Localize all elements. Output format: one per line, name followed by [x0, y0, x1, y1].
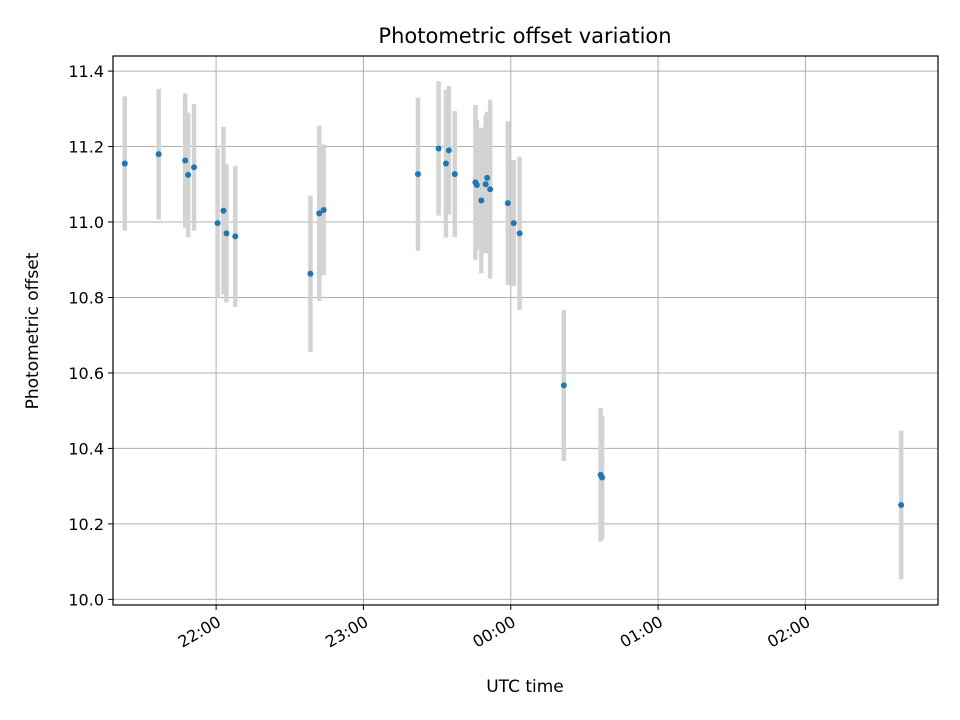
data-point: [435, 145, 442, 152]
data-point: [223, 230, 230, 237]
data-point: [482, 181, 489, 188]
data-point: [473, 182, 480, 189]
x-tick-label: 01:00: [617, 612, 666, 652]
x-tick-label: 23:00: [322, 612, 371, 652]
y-tick-label: 10.2: [68, 515, 104, 534]
data-point: [898, 502, 905, 509]
data-point: [484, 174, 491, 181]
data-point: [220, 207, 227, 214]
grid: [113, 56, 938, 605]
data-point: [185, 171, 192, 178]
data-point: [214, 220, 221, 227]
data-point: [516, 230, 523, 237]
data-point: [155, 151, 162, 158]
y-tick-label: 11.0: [68, 213, 104, 232]
x-axis-ticks: 22:00 23:00 00:00 01:00 02:00: [175, 605, 813, 652]
data-point: [599, 474, 606, 481]
plot-area-frame: [112, 55, 939, 606]
data-point: [320, 206, 327, 213]
x-tick-label: 22:00: [175, 612, 224, 652]
y-axis-ticks: 10.0 10.2 10.4 10.6 10.8 11.0 11.2 11.4: [68, 62, 113, 609]
y-tick-label: 10.6: [68, 364, 104, 383]
y-tick-label: 10.4: [68, 439, 104, 458]
data-point: [478, 197, 485, 204]
y-tick-label: 10.0: [68, 590, 104, 609]
y-tick-label: 11.4: [68, 62, 104, 81]
data-point: [307, 270, 314, 277]
x-tick-label: 02:00: [764, 612, 813, 652]
y-tick-label: 11.2: [68, 138, 104, 157]
x-axis-label: UTC time: [486, 677, 564, 697]
data-point: [182, 157, 189, 164]
data-point: [232, 233, 239, 240]
data-point: [442, 160, 449, 167]
y-tick-label: 10.8: [68, 288, 104, 307]
data-point: [414, 171, 421, 178]
y-axis-label: Photometric offset: [23, 252, 43, 409]
data-point: [487, 186, 494, 193]
data-point: [510, 220, 517, 227]
data-point: [445, 147, 452, 154]
data-point: [121, 160, 128, 167]
data-point: [504, 200, 511, 207]
data-point: [191, 164, 198, 171]
data-point: [451, 171, 458, 178]
x-tick-label: 00:00: [469, 612, 518, 652]
data-point: [316, 210, 323, 217]
chart-title: Photometric offset variation: [378, 24, 671, 48]
data-points: [121, 145, 905, 509]
data-point: [560, 382, 567, 389]
error-bars: [122, 81, 904, 580]
